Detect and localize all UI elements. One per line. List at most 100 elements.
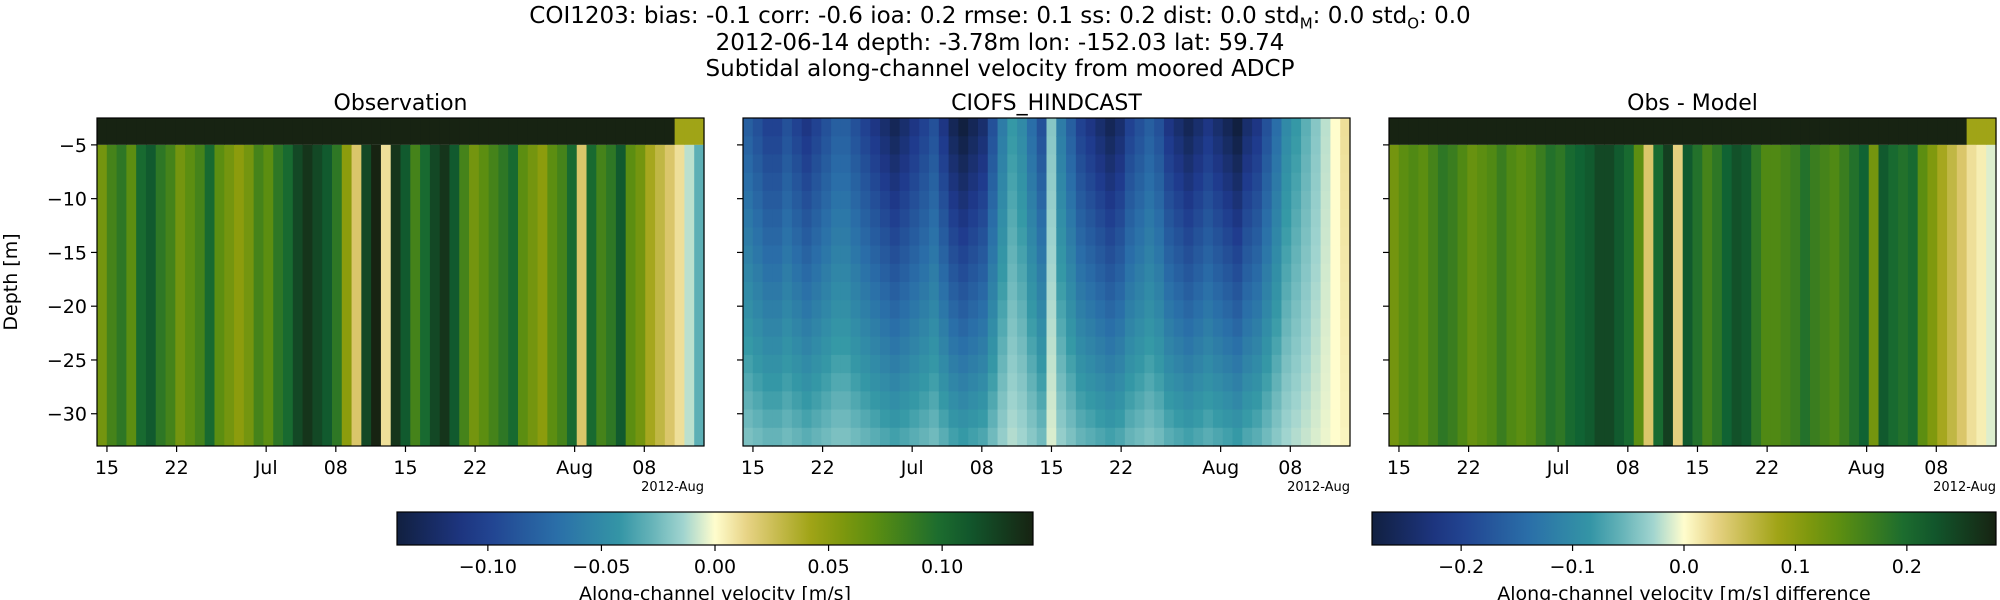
heatmap-cell — [1966, 118, 1978, 145]
heatmap-cell — [1310, 263, 1322, 283]
heatmap-cell — [1075, 409, 1087, 429]
heatmap-cell — [1389, 144, 1400, 446]
heatmap-cell — [1301, 227, 1312, 247]
heatmap-cell — [1291, 136, 1302, 156]
heatmap-cell — [1310, 300, 1322, 320]
heatmap-cell — [126, 144, 137, 446]
heatmap-cell — [762, 336, 773, 356]
heatmap-cell — [752, 118, 764, 137]
heatmap-cell — [968, 172, 979, 192]
heatmap-cell — [889, 263, 901, 283]
heatmap-cell — [880, 227, 891, 247]
heatmap-cell — [1203, 336, 1214, 356]
heatmap-cell — [527, 118, 539, 145]
heatmap-cell — [1017, 391, 1028, 411]
heatmap-cell — [537, 144, 548, 446]
heatmap-cell — [1046, 136, 1057, 156]
heatmap-cell — [1291, 263, 1302, 283]
heatmap-cell — [1506, 144, 1517, 446]
heatmap-cell — [1026, 190, 1038, 210]
heatmap-cell — [1261, 209, 1273, 228]
heatmap-cell — [762, 154, 773, 174]
x-tick-label: 08 — [1924, 457, 1948, 479]
heatmap-cell — [1105, 245, 1116, 265]
heatmap-cell — [762, 190, 773, 210]
heatmap-cell — [909, 227, 920, 247]
heatmap-cell — [1124, 373, 1136, 392]
heatmap-cell — [929, 427, 940, 447]
heatmap-cell — [1261, 282, 1273, 301]
heatmap-cell — [743, 318, 754, 338]
heatmap-cell — [1154, 118, 1165, 137]
stats-title: COI1203: bias: -0.1 corr: -0.6 ioa: 0.2 … — [0, 3, 2000, 37]
x-tick-label: 08 — [324, 457, 348, 479]
heatmap-cell — [1232, 209, 1243, 228]
heatmap-cell — [1301, 282, 1312, 301]
heatmap-cell — [762, 427, 773, 447]
heatmap-cell — [1203, 373, 1214, 392]
heatmap-cell — [1066, 172, 1077, 192]
heatmap-cell — [1291, 172, 1302, 192]
heatmap-cell — [997, 391, 1008, 411]
heatmap-cell — [1173, 300, 1185, 320]
heatmap-cell — [1330, 227, 1341, 247]
heatmap-cell — [743, 409, 754, 429]
heatmap-cell — [801, 409, 813, 429]
heatmap-cell — [1751, 118, 1762, 145]
x-tick-label: 08 — [1616, 457, 1640, 479]
heatmap-cell — [1966, 144, 1978, 446]
heatmap-cell — [1242, 136, 1253, 156]
heatmap-cell — [224, 118, 235, 145]
heatmap-cell — [801, 154, 813, 174]
heatmap-cell — [1046, 318, 1057, 338]
heatmap-cell — [1046, 118, 1057, 137]
heatmap-cell — [909, 136, 920, 156]
heatmap-cell — [1095, 263, 1106, 283]
heatmap-cell — [1046, 427, 1057, 447]
heatmap-cell — [1163, 136, 1175, 156]
heatmap-cell — [1340, 209, 1351, 228]
heatmap-cell — [850, 172, 862, 192]
heatmap-cell — [938, 118, 950, 137]
heatmap-cell — [762, 263, 773, 283]
heatmap-cell — [1330, 190, 1341, 210]
heatmap-cell — [762, 373, 773, 392]
heatmap-cell — [1036, 263, 1048, 283]
heatmap-cell — [1242, 318, 1253, 338]
heatmap-cell — [1320, 245, 1332, 265]
heatmap-cell — [880, 190, 891, 210]
heatmap-cell — [1320, 154, 1332, 174]
heatmap-cell — [1046, 373, 1057, 392]
colorbar-2: −0.2 −0.1 0.0 0.1 0.2 Along-channel velocity … — [1371, 511, 1997, 600]
heatmap-cell — [929, 154, 940, 174]
heatmap-cell — [968, 300, 979, 320]
heatmap-cell — [243, 118, 255, 145]
heatmap-cell — [1046, 391, 1057, 411]
heatmap-cell — [1692, 144, 1703, 446]
heatmap-cell — [997, 300, 1008, 320]
heatmap-cell — [1594, 144, 1605, 446]
heatmap-cell — [919, 263, 930, 283]
heatmap-cell — [1212, 391, 1224, 411]
heatmap-cell — [1124, 209, 1136, 228]
heatmap-cell — [478, 118, 490, 145]
heatmap-cell — [772, 354, 783, 374]
heatmap-cell — [880, 427, 891, 447]
heatmap-cell — [1066, 354, 1077, 374]
heatmap-cell — [870, 336, 881, 356]
heatmap-cell — [508, 144, 519, 446]
heatmap-cell — [987, 209, 999, 228]
heatmap-cell — [1340, 118, 1351, 137]
heatmap-cell — [850, 282, 862, 301]
plot-frame — [1388, 117, 1997, 447]
colorbar-tick-label: 0.00 — [694, 556, 736, 578]
heatmap-cell — [1222, 136, 1234, 156]
heatmap-cell — [1271, 136, 1283, 156]
heatmap-cell — [1124, 354, 1136, 374]
heatmap-cell — [1173, 154, 1185, 174]
heatmap-cell — [1252, 318, 1263, 338]
heatmap-cell — [821, 118, 832, 137]
heatmap-cell — [1163, 354, 1175, 374]
heatmap-cell — [1291, 336, 1302, 356]
colorbar-label: Along-channel velocity [m/s] — [579, 583, 851, 600]
